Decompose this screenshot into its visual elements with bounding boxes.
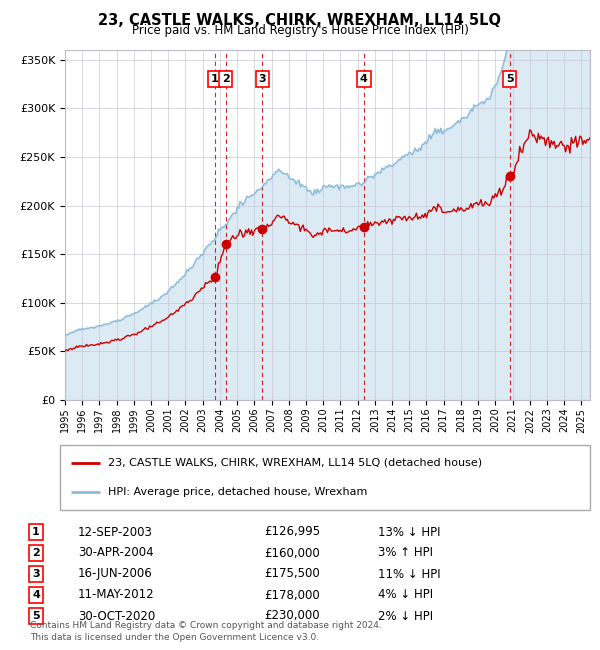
Text: 3: 3 (32, 569, 40, 579)
FancyBboxPatch shape (60, 445, 590, 510)
Text: 1: 1 (32, 527, 40, 537)
Text: 3% ↑ HPI: 3% ↑ HPI (378, 547, 433, 560)
Text: 23, CASTLE WALKS, CHIRK, WREXHAM, LL14 5LQ: 23, CASTLE WALKS, CHIRK, WREXHAM, LL14 5… (98, 13, 502, 28)
Text: 11-MAY-2012: 11-MAY-2012 (78, 588, 155, 601)
Text: 13% ↓ HPI: 13% ↓ HPI (378, 525, 440, 538)
Text: Price paid vs. HM Land Registry's House Price Index (HPI): Price paid vs. HM Land Registry's House … (131, 24, 469, 37)
Text: Contains HM Land Registry data © Crown copyright and database right 2024.: Contains HM Land Registry data © Crown c… (30, 621, 382, 630)
Text: 5: 5 (506, 74, 514, 84)
Text: 4% ↓ HPI: 4% ↓ HPI (378, 588, 433, 601)
Text: £175,500: £175,500 (264, 567, 320, 580)
Text: £230,000: £230,000 (264, 610, 320, 623)
Text: 2: 2 (32, 548, 40, 558)
Text: 11% ↓ HPI: 11% ↓ HPI (378, 567, 440, 580)
Text: 30-OCT-2020: 30-OCT-2020 (78, 610, 155, 623)
Text: 1: 1 (211, 74, 218, 84)
Text: 30-APR-2004: 30-APR-2004 (78, 547, 154, 560)
Text: HPI: Average price, detached house, Wrexham: HPI: Average price, detached house, Wrex… (108, 488, 367, 497)
Text: £126,995: £126,995 (264, 525, 320, 538)
Text: 4: 4 (32, 590, 40, 600)
Text: 12-SEP-2003: 12-SEP-2003 (78, 525, 153, 538)
Text: 2% ↓ HPI: 2% ↓ HPI (378, 610, 433, 623)
Text: 2: 2 (221, 74, 229, 84)
Text: 5: 5 (32, 611, 40, 621)
Text: This data is licensed under the Open Government Licence v3.0.: This data is licensed under the Open Gov… (30, 633, 319, 642)
Text: 23, CASTLE WALKS, CHIRK, WREXHAM, LL14 5LQ (detached house): 23, CASTLE WALKS, CHIRK, WREXHAM, LL14 5… (108, 458, 482, 467)
Text: 3: 3 (259, 74, 266, 84)
Text: £160,000: £160,000 (264, 547, 320, 560)
Text: £178,000: £178,000 (264, 588, 320, 601)
Text: 4: 4 (360, 74, 368, 84)
Text: 16-JUN-2006: 16-JUN-2006 (78, 567, 153, 580)
